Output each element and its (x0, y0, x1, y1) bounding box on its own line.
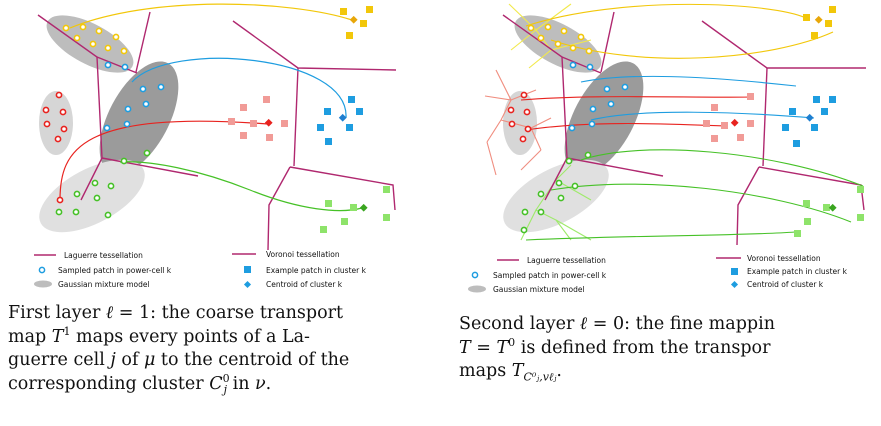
panel-second-layer: Laguerre tessellation Sampled patch in p… (441, 0, 881, 426)
legend-centroid: Centroid of cluster k (747, 280, 824, 289)
laguerre-tessellation (37, 11, 199, 201)
legend-voronoi: Voronoi tessellation (266, 250, 340, 259)
gmm-ellipse-green (39, 159, 145, 233)
legend-laguerre: Laguerre tessellation (64, 251, 143, 260)
legend-sampled: Sampled patch in power-cell k (58, 266, 172, 275)
voronoi-tessellation (232, 20, 397, 251)
legend-example: Example patch in cluster k (747, 267, 848, 276)
legend-voronoi: Voronoi tessellation (747, 254, 821, 263)
caption-left-line3: guerre cell j of μ to the centroid of th… (8, 350, 350, 370)
centroids (264, 15, 368, 212)
panel-first-layer: Laguerre tessellation Sampled patch in p… (0, 0, 440, 426)
example-patches (228, 6, 390, 233)
sampled-patches (507, 23, 629, 234)
laguerre-tessellation (502, 11, 664, 201)
legend: Laguerre tessellation Sampled patch in p… (468, 254, 848, 294)
legend-centroid: Centroid of cluster k (266, 280, 343, 289)
legend-gmm: Gaussian mixture model (493, 285, 585, 294)
gmm-ellipse-blue (99, 61, 179, 175)
caption-left-line1: First layer ℓ = 1: the coarse transport (8, 303, 344, 323)
legend-example: Example patch in cluster k (266, 266, 367, 275)
legend-laguerre: Laguerre tessellation (527, 256, 606, 265)
transport-curves (59, 3, 363, 212)
legend: Laguerre tessellation Sampled patch in p… (34, 250, 367, 289)
caption-first-layer: First layer ℓ = 1: the coarse transport … (8, 302, 349, 396)
caption-right-line1: Second layer ℓ = 0: the fine mappin (459, 314, 775, 334)
gmm-ellipses (39, 15, 179, 233)
sampled-patches (42, 23, 165, 219)
figure-fine-mapping: Laguerre tessellation Sampled patch in p… (468, 3, 866, 294)
example-patches (703, 6, 864, 237)
caption-right-line2: T = T0 is defined from the transpor (459, 335, 771, 358)
voronoi-tessellation (701, 20, 866, 246)
caption-left-line2: map T1 maps every points of a La- (8, 324, 310, 347)
caption-left-line4: corresponding cluster C0j in ν. (8, 371, 272, 396)
caption-second-layer: Second layer ℓ = 0: the fine mappin T = … (459, 313, 775, 384)
caption-right-line3: maps TC⁰ⱼ,vℓⱼ. (459, 361, 562, 384)
legend-gmm: Gaussian mixture model (58, 280, 150, 289)
legend-sampled: Sampled patch in power-cell k (493, 271, 607, 280)
figure-coarse-transport: Laguerre tessellation Sampled patch in p… (34, 3, 397, 289)
